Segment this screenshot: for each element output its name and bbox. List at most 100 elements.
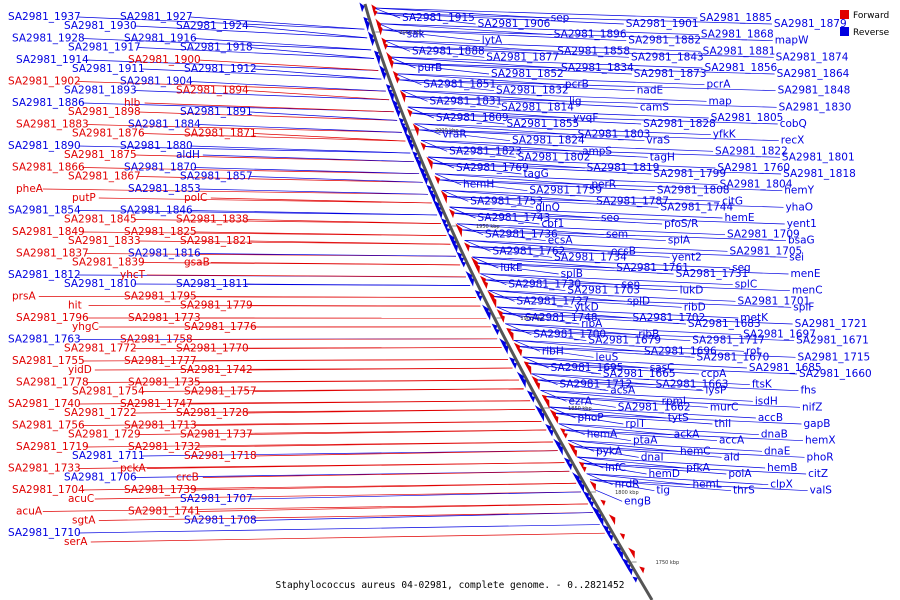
gene-connector: [558, 423, 672, 436]
gene-label-SA2981_1937: SA2981_1937: [8, 11, 81, 23]
forward-gene-feature: [448, 208, 455, 219]
gene-connector: [508, 329, 795, 342]
gene-label-sasC: sasC: [650, 362, 675, 374]
gene-label-tig: tig: [656, 485, 670, 497]
gene-connector: [517, 345, 594, 358]
forward-gene-feature: [407, 108, 413, 118]
gene-connector: [464, 240, 491, 252]
gene-label-SA2981_1888: SA2981_1888: [412, 45, 485, 57]
gene-connector: [552, 412, 802, 425]
gene-connector: [391, 62, 632, 75]
gene-label-bsaG: bsaG: [788, 235, 815, 247]
gene-label-SA2981_1727: SA2981_1727: [516, 295, 589, 307]
gene-label-SA2981_1705: SA2981_1705: [730, 245, 803, 257]
gene-label-SA2981_1728: SA2981_1728: [176, 407, 249, 419]
gene-connector: [442, 189, 595, 202]
gene-label-splC: splC: [735, 279, 757, 291]
gene-label-dnaB: dnaB: [761, 429, 788, 441]
gene-label-phoR: phoR: [807, 451, 834, 463]
gene-connector: [198, 124, 402, 133]
gene-label-clpX: clpX: [770, 479, 793, 491]
reverse-gene-feature: [632, 576, 638, 583]
gene-label-cbf1: cbf1: [541, 218, 564, 230]
reverse-gene-feature: [380, 69, 387, 80]
gene-connector: [246, 409, 535, 414]
forward-gene-feature: [464, 242, 470, 252]
gene-connector: [190, 400, 531, 405]
gene-connector: [444, 195, 659, 208]
gene-label-SA2981_1868: SA2981_1868: [701, 29, 774, 41]
gene-connector: [525, 362, 797, 375]
gene-label-valS: valS: [810, 485, 833, 497]
gene-connector: [421, 140, 448, 152]
gene-label-SA2981_1670: SA2981_1670: [697, 351, 770, 363]
gene-label-SA2981_1762: SA2981_1762: [493, 245, 566, 257]
gene-connector: [475, 262, 674, 275]
gene-connector: [250, 240, 451, 245]
gene-label-hemH: hemH: [463, 179, 494, 191]
gene-connector: [513, 340, 541, 352]
gene-label-SA2981_1884: SA2981_1884: [128, 119, 201, 131]
gene-connector: [202, 154, 414, 163]
gene-connector: [543, 395, 800, 408]
gene-label-nadE: nadE: [637, 85, 663, 97]
forward-gene-feature: [608, 514, 616, 525]
gene-label-SA2981_1702: SA2981_1702: [633, 312, 706, 324]
gene-label-SA2981_1893: SA2981_1893: [64, 85, 137, 97]
gene-label-tagG: tagG: [523, 168, 548, 180]
gene-label-SA2981_1708: SA2981_1708: [184, 515, 257, 527]
gene-label-pfkA: pfkA: [686, 462, 710, 474]
forward-gene-feature: [399, 89, 406, 103]
gene-label-perR: perR: [591, 179, 616, 191]
gene-label-purB: purB: [418, 62, 443, 74]
gene-connector: [513, 339, 744, 352]
reverse-gene-feature: [626, 567, 633, 576]
gene-label-prsA: prsA: [12, 291, 36, 303]
gene-label-ribH: ribH: [542, 345, 564, 357]
gene-label-SA2981_1858: SA2981_1858: [557, 45, 630, 57]
gene-connector: [98, 197, 432, 204]
gene-label-seg: seg: [732, 262, 751, 274]
gene-connector: [540, 389, 660, 402]
gene-label-SA2981_1873: SA2981_1873: [634, 68, 707, 80]
gene-connector: [250, 491, 582, 500]
gene-label-lysP: lysP: [705, 385, 726, 397]
gene-connector: [456, 223, 484, 235]
forward-gene-feature: [387, 56, 394, 70]
forward-gene-feature: [489, 294, 497, 309]
gene-connector: [395, 73, 705, 86]
gene-label-SA2981_1704: SA2981_1704: [12, 484, 85, 496]
gene-connector: [491, 295, 682, 308]
reverse-gene-feature: [412, 151, 418, 159]
gene-label-SA2981_1885: SA2981_1885: [699, 12, 772, 24]
gene-label-yent1: yent1: [787, 218, 817, 230]
gene-label-ccpA: ccpA: [701, 368, 727, 380]
gene-connector: [522, 356, 648, 369]
gene-connector: [467, 245, 670, 258]
gene-label-splD: splD: [627, 295, 650, 307]
gene-connector: [561, 429, 718, 442]
gene-label-SA2981_1731: SA2981_1731: [676, 268, 749, 280]
gene-label-SA2981_1700: SA2981_1700: [533, 329, 606, 341]
gene-connector: [378, 23, 699, 36]
gene-label-SA2981_1870: SA2981_1870: [124, 162, 197, 174]
gene-label-SA2981_1811: SA2981_1811: [176, 278, 249, 290]
gene-label-hemB: hemB: [767, 462, 798, 474]
legend-reverse-label: Reverse: [853, 28, 890, 38]
gene-label-SA2981_1881: SA2981_1881: [703, 45, 776, 57]
gene-connector: [567, 439, 678, 452]
legend-reverse-swatch: [840, 27, 849, 36]
gene-label-murC: murC: [710, 401, 739, 413]
reverse-gene-feature: [577, 481, 585, 494]
gene-label-sgtA: sgtA: [72, 515, 96, 527]
gene-label-SA2981_1831: SA2981_1831: [430, 95, 503, 107]
gene-label-SA2981_1756: SA2981_1756: [12, 420, 85, 432]
gene-connector: [94, 491, 582, 500]
gene-connector: [383, 39, 556, 52]
forward-gene-feature: [376, 23, 383, 36]
reverse-gene-feature: [613, 543, 621, 557]
gene-label-SA2981_1810: SA2981_1810: [64, 278, 137, 290]
reverse-gene-feature: [555, 443, 563, 456]
gene-label-SA2981_1851: SA2981_1851: [423, 79, 496, 91]
gene-label-menE: menE: [791, 268, 821, 280]
